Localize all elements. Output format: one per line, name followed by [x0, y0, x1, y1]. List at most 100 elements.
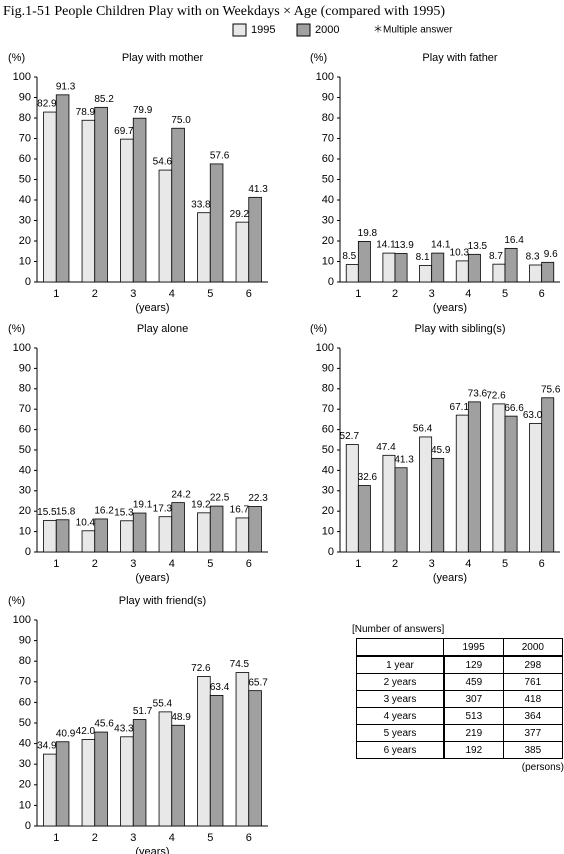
bar [248, 690, 262, 827]
y-axis-label: (%) [310, 52, 327, 64]
y-tick-label: 0 [25, 820, 31, 832]
x-tick-label: 3 [429, 288, 435, 300]
x-tick-label: 6 [539, 288, 545, 300]
table-cell: 307 [443, 690, 504, 708]
y-tick-label: 90 [19, 91, 31, 103]
bar [158, 516, 173, 553]
bar [455, 414, 469, 553]
row-header: 6 years [355, 741, 445, 759]
bar [94, 731, 108, 827]
x-axis-label: (years) [135, 302, 169, 314]
bar [394, 253, 408, 283]
y-tick-label: 70 [322, 132, 334, 144]
x-tick-label: 4 [169, 558, 175, 570]
y-tick-label: 10 [19, 799, 31, 811]
y-tick-label: 30 [19, 485, 31, 497]
x-tick-label: 4 [465, 288, 471, 300]
x-tick-label: 5 [207, 832, 213, 844]
bar [197, 212, 211, 283]
value-label: 57.6 [210, 151, 230, 162]
table-cell: 385 [502, 741, 564, 759]
y-tick-label: 80 [19, 655, 31, 667]
y-tick-label: 70 [19, 676, 31, 688]
value-label: 75.0 [171, 115, 191, 126]
y-tick-label: 60 [322, 424, 334, 436]
y-tick-label: 10 [322, 526, 334, 538]
bar [467, 401, 481, 553]
bar [431, 252, 445, 283]
bar [55, 519, 70, 553]
x-tick-label: 3 [130, 558, 136, 570]
x-axis-label: (years) [433, 572, 467, 584]
chart-title: Play with mother [122, 52, 204, 64]
y-tick-label: 70 [322, 403, 334, 415]
y-tick-label: 100 [316, 71, 334, 83]
value-label: 47.4 [376, 442, 396, 453]
bar [43, 753, 57, 827]
y-tick-label: 50 [19, 717, 31, 729]
header-cell: 1995 [443, 638, 504, 657]
value-label: 55.4 [153, 699, 173, 710]
y-tick-label: 30 [322, 485, 334, 497]
table-row: 5 years 219 377 [355, 724, 564, 742]
value-label: 13.5 [468, 241, 488, 252]
bar [455, 260, 469, 283]
value-label: 34.9 [37, 741, 57, 752]
value-label: 85.2 [94, 94, 114, 105]
y-tick-label: 100 [13, 614, 31, 626]
x-tick-label: 4 [169, 288, 175, 300]
answer-table: [Number of answers] 1995 2000 1 year 129 2… [352, 624, 564, 773]
x-axis-label: (years) [433, 302, 467, 314]
value-label: 14.1 [376, 240, 396, 251]
y-tick-label: 60 [19, 424, 31, 436]
bar [529, 423, 543, 553]
x-tick-label: 5 [207, 558, 213, 570]
value-label: 48.9 [171, 712, 191, 723]
value-label: 24.2 [171, 489, 191, 500]
row-header: 3 years [355, 690, 445, 708]
value-label: 19.8 [358, 228, 378, 239]
y-tick-label: 30 [19, 214, 31, 226]
x-tick-label: 6 [246, 832, 252, 844]
value-label: 40.9 [56, 728, 76, 739]
value-label: 74.5 [230, 659, 250, 670]
bar [248, 506, 262, 553]
y-tick-label: 40 [322, 464, 334, 476]
value-label: 63.0 [523, 410, 543, 421]
y-tick-label: 50 [322, 173, 334, 185]
value-label: 19.1 [133, 500, 153, 511]
bar [467, 253, 481, 283]
y-axis-label: (%) [8, 323, 25, 335]
value-label: 8.7 [489, 251, 503, 262]
bar [158, 169, 173, 283]
y-tick-label: 10 [322, 255, 334, 267]
value-label: 16.2 [94, 506, 114, 517]
table-cell: 129 [443, 655, 504, 674]
bar [235, 672, 250, 827]
y-tick-label: 10 [19, 526, 31, 538]
row-header: 4 years [355, 707, 445, 725]
value-label: 22.5 [210, 493, 230, 504]
bar [248, 196, 262, 283]
table-cell: 377 [502, 724, 564, 742]
chart-title: Play with father [422, 52, 498, 64]
bar [382, 252, 396, 283]
table-cell: 459 [443, 673, 504, 691]
value-label: 72.6 [486, 391, 506, 402]
x-tick-label: 6 [246, 558, 252, 570]
value-label: 16.7 [230, 505, 250, 516]
y-tick-label: 90 [19, 362, 31, 374]
x-tick-label: 2 [92, 832, 98, 844]
legend-label: 1995 [251, 24, 275, 36]
value-label: 45.6 [94, 719, 114, 730]
value-label: 29.2 [230, 209, 250, 220]
x-axis-label: (years) [135, 846, 169, 854]
value-label: 52.7 [340, 431, 360, 442]
value-label: 72.6 [191, 663, 211, 674]
table-cell: 761 [502, 673, 564, 691]
bar [171, 127, 185, 283]
y-tick-label: 30 [322, 214, 334, 226]
y-tick-label: 40 [322, 194, 334, 206]
table-unit: (persons) [521, 762, 564, 773]
value-label: 10.4 [76, 517, 96, 528]
